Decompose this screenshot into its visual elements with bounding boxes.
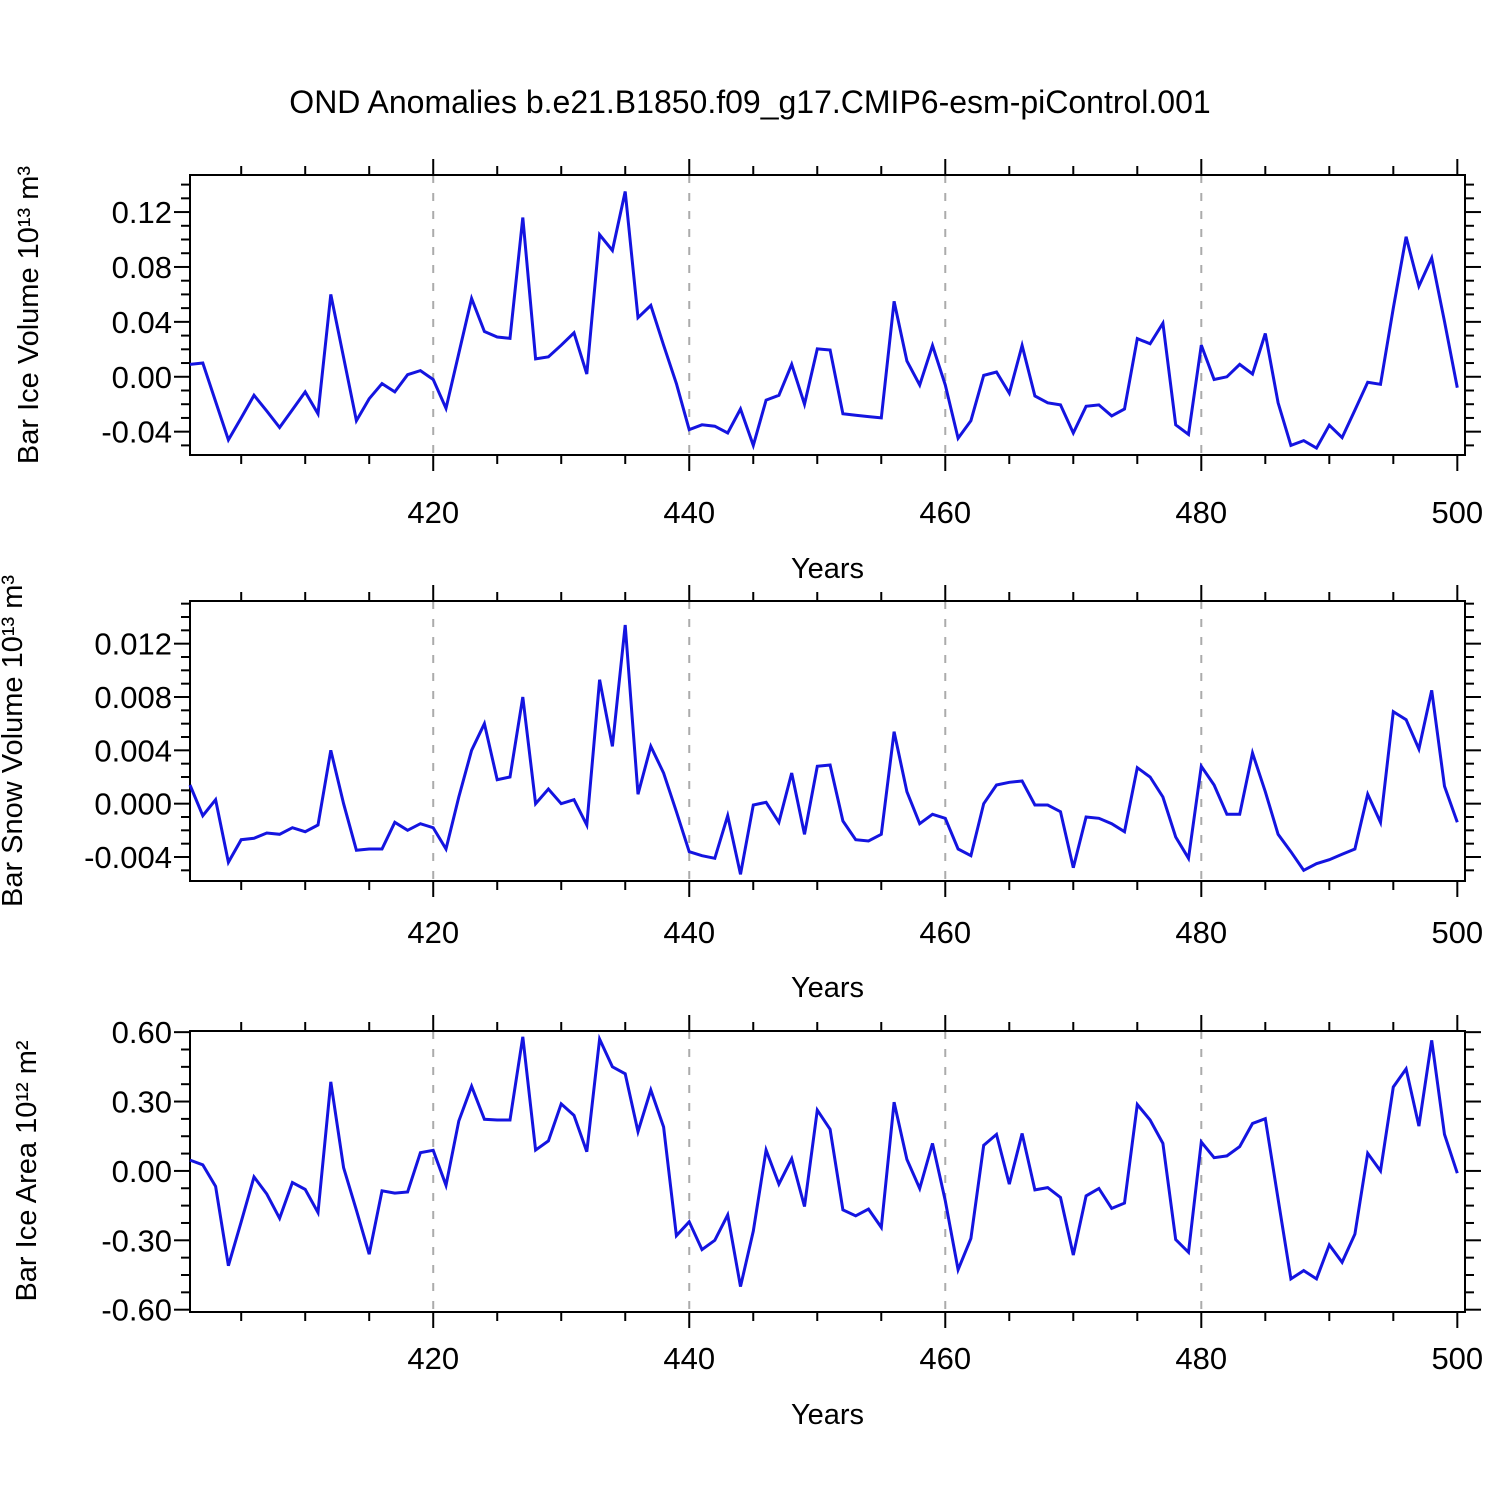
y-tick-label: 0.60	[112, 1015, 172, 1050]
y-tick-label: 0.30	[112, 1085, 172, 1120]
y-tick-label: 0.000	[94, 787, 172, 822]
x-axis-title: Years	[791, 972, 864, 1004]
plot-frame	[189, 174, 1466, 456]
x-tick-label: 460	[919, 915, 971, 950]
x-tick-label: 420	[407, 915, 459, 950]
plot-frame	[189, 600, 1466, 882]
x-axis-title: Years	[791, 1399, 864, 1431]
y-tick-label: -0.04	[101, 415, 172, 450]
y-axis-title: Bar Ice Volume 10¹³ m³	[13, 166, 45, 464]
x-tick-label: 440	[663, 1341, 715, 1376]
y-axis-title: Bar Ice Area 10¹² m²	[11, 1040, 43, 1301]
x-tick-label: 480	[1175, 1341, 1227, 1376]
x-tick-label: 480	[1175, 495, 1227, 530]
figure-title: OND Anomalies b.e21.B1850.f09_g17.CMIP6-…	[289, 84, 1211, 120]
y-tick-label: -0.004	[84, 840, 172, 875]
y-tick-label: 0.00	[112, 1154, 172, 1189]
x-tick-label: 440	[663, 495, 715, 530]
y-tick-label: 0.04	[112, 305, 172, 340]
y-axis-title: Bar Snow Volume 10¹³ m³	[0, 575, 29, 907]
chart-3: -0.60 -0.30 0.00 0.30 0.60 420 440 460 480 500 Yea…	[11, 1015, 1483, 1431]
x-tick-label: 500	[1431, 1341, 1483, 1376]
y-tick-label: 0.08	[112, 250, 172, 285]
y-tick-label: 0.008	[94, 680, 172, 715]
x-tick-label: 500	[1431, 915, 1483, 950]
x-tick-label: 500	[1431, 495, 1483, 530]
x-tick-label: 440	[663, 915, 715, 950]
y-tick-label: 0.12	[112, 195, 172, 230]
x-tick-label: 420	[407, 495, 459, 530]
series-line	[189, 1033, 1459, 1287]
series-line	[189, 191, 1459, 451]
x-tick-label: 420	[407, 1341, 459, 1376]
y-tick-label: 0.00	[112, 360, 172, 395]
y-tick-label: -0.30	[101, 1223, 172, 1258]
x-tick-label: 460	[919, 495, 971, 530]
y-tick-label: 0.012	[94, 627, 172, 662]
chart-2: -0.004 0.000 0.004 0.008 0.012 420 440 460 480 50…	[0, 575, 1483, 1004]
x-tick-label: 480	[1175, 915, 1227, 950]
y-tick-label: -0.60	[101, 1293, 172, 1328]
y-tick-label: 0.004	[94, 733, 172, 768]
chart-1: -0.04 0.00 0.04 0.08 0.12 420 440 460 480 500 Year…	[13, 159, 1483, 585]
series-line	[188, 624, 1459, 875]
x-tick-label: 460	[919, 1341, 971, 1376]
x-axis-title: Years	[791, 553, 864, 585]
